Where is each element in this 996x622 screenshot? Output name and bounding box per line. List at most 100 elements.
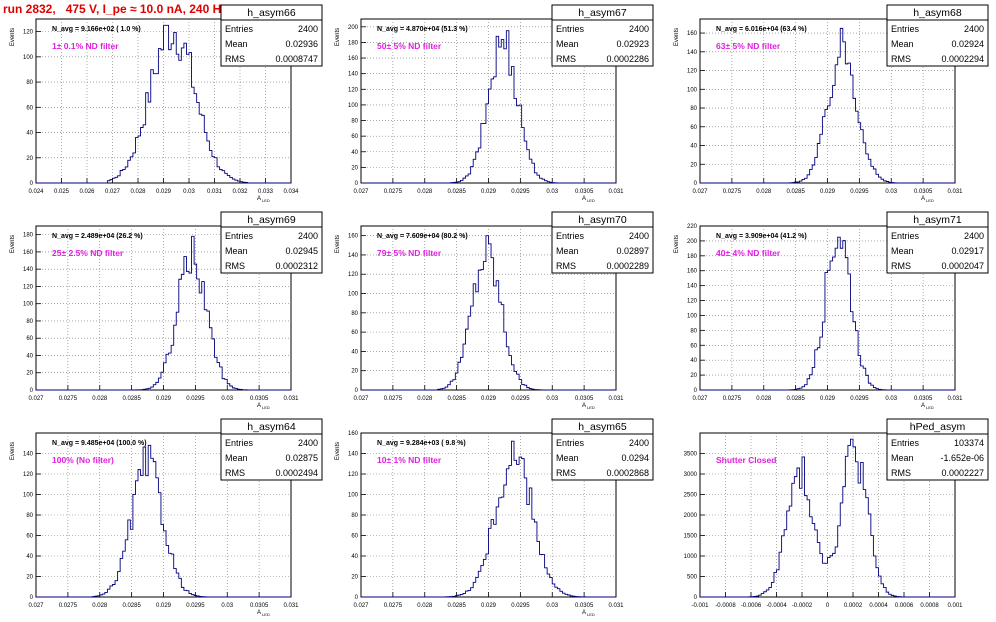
x-tick-label: -0.001 [691, 603, 709, 609]
x-tick-label: 0.029 [820, 396, 836, 402]
x-tick-label: 0.027 [353, 189, 369, 195]
stats-title: hPed_asym [910, 421, 966, 433]
x-tick-label: 0.031 [608, 603, 624, 609]
y-tick-label: 0 [30, 595, 34, 601]
x-tick-label: 0.0295 [511, 189, 530, 195]
y-tick-label: 140 [348, 72, 359, 78]
x-tick-label: 0.0285 [122, 396, 141, 402]
x-tick-label: 0.0004 [869, 603, 888, 609]
x-tick-label: 0.028 [756, 396, 772, 402]
stats-value-entries: 2400 [298, 231, 318, 241]
x-tick-label: 0.0295 [511, 396, 530, 402]
y-tick-label: 120 [348, 272, 359, 278]
x-tick-label: 0.025 [54, 189, 70, 195]
y-tick-label: 120 [23, 472, 34, 478]
y-tick-label: 80 [690, 328, 697, 334]
x-tick-label: 0.0275 [59, 396, 78, 402]
y-tick-label: 40 [351, 150, 358, 156]
stats-value-rms: 0.0002047 [941, 261, 984, 271]
x-tick-label: 0.027 [692, 396, 708, 402]
stats-value-entries: 2400 [629, 438, 649, 448]
y-tick-label: 40 [351, 349, 358, 355]
y-tick-label: 80 [351, 513, 358, 519]
y-tick-label: 100 [23, 55, 34, 61]
stats-label-rms: RMS [556, 261, 576, 271]
y-tick-label: 100 [348, 103, 359, 109]
x-tick-label: 0.03 [885, 396, 897, 402]
x-axis-label-sub: LED [926, 405, 934, 410]
stats-value-entries: 2400 [964, 24, 984, 34]
stats-label-rms: RMS [556, 468, 576, 478]
x-tick-label: 0.0008 [920, 603, 939, 609]
stats-box [886, 418, 989, 481]
y-tick-label: 180 [687, 254, 698, 260]
x-axis-label-sub: LED [587, 198, 595, 203]
y-tick-label: 100 [348, 292, 359, 298]
x-tick-label: 0.0275 [723, 396, 742, 402]
stats-title: h_asym67 [578, 7, 627, 19]
stats-label-mean: Mean [556, 453, 579, 463]
stats-label-entries: Entries [891, 231, 920, 241]
stats-box [551, 418, 654, 481]
x-tick-label: 0.031 [947, 396, 963, 402]
stats-title: h_asym66 [247, 7, 296, 19]
stats-value-mean: 0.02917 [951, 246, 984, 256]
x-tick-label: 0.0275 [384, 603, 403, 609]
histogram-panel-h_asym68: 0.027 0.0275 0.028 0.0285 0.029 0.0295 0.03 0.0… [674, 4, 989, 203]
filter-label: 25± 2.5% ND filter [52, 248, 124, 258]
stats-label-entries: Entries [556, 231, 585, 241]
y-tick-label: 40 [26, 554, 33, 560]
histogram-series [36, 444, 291, 598]
x-tick-label: 0.0295 [850, 189, 869, 195]
x-axis-label-sub: LED [926, 198, 934, 203]
y-axis-label: Events [335, 28, 341, 46]
stats-label-rms: RMS [891, 468, 911, 478]
y-tick-label: 0 [30, 388, 34, 394]
y-tick-label: 60 [351, 134, 358, 140]
x-tick-label: 0.0285 [447, 189, 466, 195]
histogram-panel-h_asym65: 0.027 0.0275 0.028 0.0285 0.029 0.0295 0.03 0.0… [335, 418, 654, 617]
x-tick-label: 0.028 [130, 189, 146, 195]
stats-label-mean: Mean [225, 246, 248, 256]
x-tick-label: 0.0006 [895, 603, 914, 609]
stats-label-entries: Entries [556, 24, 585, 34]
stats-label-mean: Mean [556, 39, 579, 49]
stats-title: h_asym71 [913, 214, 962, 226]
x-tick-label: 0.028 [92, 603, 108, 609]
y-tick-label: 3500 [684, 452, 698, 458]
stats-value-rms: 0.0002286 [606, 54, 649, 64]
x-axis-label-sub: LED [587, 612, 595, 617]
x-tick-label: -0.0004 [766, 603, 787, 609]
y-tick-label: 120 [23, 284, 34, 290]
x-tick-label: 0.03 [221, 603, 233, 609]
histogram-series [361, 440, 616, 598]
y-tick-label: 40 [351, 554, 358, 560]
y-tick-label: 60 [690, 125, 697, 131]
x-axis-label: A [257, 610, 261, 616]
x-axis-label: A [257, 403, 261, 409]
histogram-series [361, 30, 616, 184]
x-tick-label: 0.027 [353, 603, 369, 609]
y-tick-label: 20 [26, 575, 33, 581]
navg-label: N_avg = 9.485e+04 (100.0 %) [52, 440, 147, 447]
x-axis-label: A [582, 610, 586, 616]
x-tick-label: 0.031 [283, 603, 299, 609]
y-tick-label: 0 [694, 595, 698, 601]
y-tick-label: 160 [687, 269, 698, 275]
y-tick-label: 1000 [684, 554, 698, 560]
y-axis-label: Events [335, 235, 341, 253]
x-tick-label: 0.03 [546, 603, 558, 609]
x-axis-label-sub: LED [262, 612, 270, 617]
x-tick-label: 0.03 [183, 189, 195, 195]
stats-label-rms: RMS [891, 54, 911, 64]
stats-label-entries: Entries [225, 231, 254, 241]
y-tick-label: 100 [687, 87, 698, 93]
stats-value-rms: 0.0002868 [606, 468, 649, 478]
x-tick-label: 0.0305 [914, 189, 933, 195]
x-axis-label: A [921, 403, 925, 409]
x-tick-label: 0.0295 [511, 603, 530, 609]
x-tick-label: 0.027 [105, 189, 121, 195]
stats-value-mean: 0.02924 [951, 39, 984, 49]
y-tick-label: 0 [30, 181, 34, 187]
y-tick-label: 60 [690, 343, 697, 349]
